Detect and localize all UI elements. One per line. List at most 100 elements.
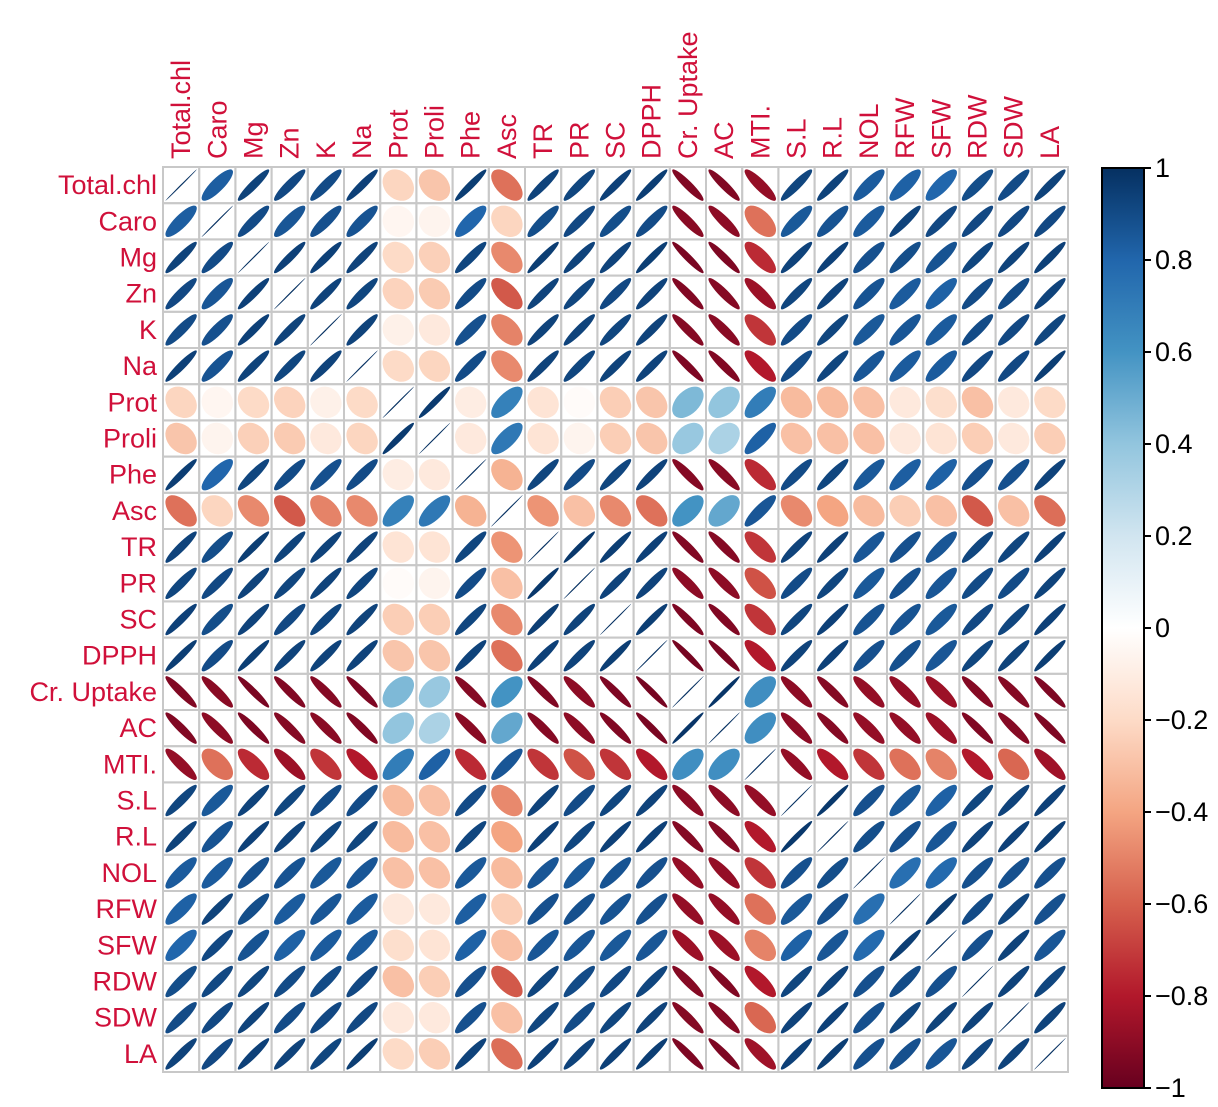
correlation-ellipse	[1034, 314, 1066, 346]
correlation-ellipse	[491, 531, 523, 563]
correlation-ellipse	[853, 495, 885, 527]
correlation-ellipse	[635, 277, 668, 310]
correlation-ellipse	[563, 857, 596, 889]
row-labels: Total.chl Caro Mg Zn K Na Prot Proli Phe Asc TR PR S…	[29, 170, 158, 1069]
correlation-ellipse	[418, 1001, 451, 1034]
correlation-ellipse	[346, 676, 378, 708]
correlation-ellipse	[491, 495, 523, 527]
correlation-ellipse	[635, 639, 668, 672]
correlation-ellipse	[201, 603, 234, 636]
correlation-ellipse	[273, 639, 306, 672]
correlation-ellipse	[961, 241, 994, 274]
correlation-ellipse	[599, 820, 632, 853]
correlation-ellipse	[853, 820, 885, 853]
row-label: Mg	[119, 243, 157, 273]
correlation-ellipse	[346, 893, 378, 925]
correlation-ellipse	[997, 820, 1030, 853]
correlation-ellipse	[816, 676, 849, 708]
correlation-ellipse	[273, 350, 306, 382]
correlation-ellipse	[925, 965, 958, 998]
correlation-ellipse	[780, 531, 813, 563]
correlation-ellipse	[237, 567, 270, 600]
correlation-ellipse	[708, 277, 740, 310]
correlation-ellipse	[816, 857, 849, 889]
correlation-ellipse	[273, 893, 306, 925]
correlation-ellipse	[346, 712, 378, 744]
correlation-ellipse	[527, 676, 559, 708]
correlation-ellipse	[165, 676, 197, 708]
column-label: PR	[564, 121, 594, 159]
row-label: Phe	[109, 460, 157, 490]
correlation-ellipse	[491, 639, 523, 672]
correlation-ellipse	[418, 422, 451, 455]
correlation-ellipse	[853, 784, 885, 817]
correlation-ellipse	[925, 893, 958, 925]
correlation-ellipse	[527, 784, 559, 817]
correlation-ellipse	[418, 277, 451, 310]
correlation-ellipse	[418, 567, 451, 600]
correlation-ellipse	[961, 676, 994, 708]
correlation-ellipse	[744, 893, 777, 925]
correlation-ellipse	[527, 748, 559, 781]
correlation-ellipse	[889, 603, 921, 636]
column-label: Total.chl	[166, 60, 196, 159]
correlation-ellipse	[853, 857, 885, 889]
correlation-ellipse	[418, 314, 451, 346]
correlation-ellipse	[708, 241, 740, 274]
correlation-ellipse	[418, 676, 451, 708]
correlation-ellipse	[744, 676, 777, 708]
correlation-ellipse	[816, 603, 849, 636]
correlation-ellipse	[961, 820, 994, 853]
correlation-ellipse	[310, 1038, 342, 1070]
correlation-ellipse	[382, 241, 415, 274]
correlation-ellipse	[310, 820, 342, 853]
correlation-ellipse	[853, 314, 885, 346]
correlation-ellipse	[382, 929, 415, 962]
column-label: MTI.	[745, 105, 775, 159]
correlation-ellipse	[454, 1001, 487, 1034]
correlation-ellipse	[527, 820, 559, 853]
correlation-ellipse	[635, 350, 668, 382]
correlation-ellipse	[563, 1038, 596, 1070]
correlation-ellipse	[165, 350, 197, 382]
correlation-ellipse	[382, 1001, 415, 1034]
column-label: AC	[709, 121, 739, 159]
correlation-ellipse	[997, 350, 1030, 382]
row-label: Prot	[107, 387, 157, 417]
correlation-ellipse	[635, 857, 668, 889]
correlation-ellipse	[527, 1038, 559, 1070]
correlation-ellipse	[563, 386, 596, 419]
correlation-ellipse	[708, 169, 740, 201]
correlation-ellipse	[273, 422, 306, 455]
correlation-ellipse	[816, 350, 849, 382]
correlation-ellipse	[563, 567, 596, 600]
correlation-ellipse	[563, 1001, 596, 1034]
correlation-ellipse	[780, 965, 813, 998]
correlation-ellipse	[346, 784, 378, 817]
correlation-ellipse	[599, 748, 632, 781]
correlation-ellipse	[925, 1038, 958, 1070]
correlation-ellipse	[527, 277, 559, 310]
correlation-ellipse	[961, 169, 994, 201]
correlation-ellipse	[1034, 205, 1066, 238]
correlation-ellipse	[563, 784, 596, 817]
correlation-ellipse	[599, 603, 632, 636]
correlation-ellipse	[418, 748, 451, 781]
correlation-ellipse	[853, 603, 885, 636]
correlation-ellipse	[563, 205, 596, 238]
correlation-ellipse	[1034, 531, 1066, 563]
correlation-ellipse	[1034, 748, 1066, 781]
correlation-ellipse	[165, 1038, 197, 1070]
correlation-ellipse	[925, 712, 958, 744]
correlation-ellipse	[563, 929, 596, 962]
correlation-ellipse	[382, 1038, 415, 1070]
correlation-ellipse	[418, 893, 451, 925]
correlation-ellipse	[599, 169, 632, 201]
row-label: K	[139, 315, 157, 345]
correlation-ellipse	[201, 676, 234, 708]
correlation-ellipse	[454, 350, 487, 382]
correlation-ellipse	[310, 748, 342, 781]
correlation-ellipse	[382, 965, 415, 998]
correlation-ellipse	[708, 386, 740, 419]
row-label: Caro	[98, 206, 157, 236]
